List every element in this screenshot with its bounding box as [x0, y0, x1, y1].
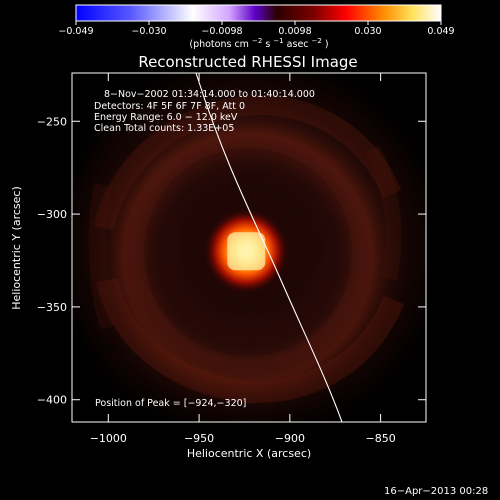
- image-left-arc: [94, 94, 402, 231]
- colorbar-tick-label-1: −0.049: [58, 26, 93, 37]
- colorbar-tick-labels: −0.049 −0.030 −0.0098 0.0098 0.030 0.049: [58, 26, 454, 37]
- plot-area: [71, 72, 427, 423]
- x-axis-tick-label-3: −900: [275, 432, 305, 445]
- image-right-blob: [364, 145, 402, 281]
- image-lower-arc: [96, 277, 405, 404]
- colorbar-ticks: [75, 21, 442, 25]
- chart-title: Reconstructed RHESSI Image: [138, 53, 357, 71]
- reconstructed-image: [72, 73, 426, 422]
- annotation-energy-range: Energy Range: 6.0 − 12.0 keV: [94, 112, 238, 123]
- colorbar-unit-part-4: −1: [273, 37, 283, 45]
- axes: −1000 −950 −900 −850 −250 −300 −350 −400: [37, 73, 426, 445]
- colorbar-unit-part-1: (photons cm: [189, 39, 249, 50]
- footer-date: 16−Apr−2013 00:28: [384, 486, 488, 497]
- plot-frame: [71, 72, 427, 423]
- y-axis-tick-label-4: −400: [37, 394, 67, 407]
- colorbar-unit-part-6: −2: [312, 37, 322, 45]
- colorbar-unit-part-5: asec: [287, 39, 309, 50]
- annotation-detectors: Detectors: 4F 5F 6F 7F 8F, Att 0: [94, 101, 245, 112]
- y-axis-tick-label-2: −300: [37, 208, 67, 221]
- y-axis-tick-label-1: −250: [37, 115, 67, 128]
- y-axis-label: Heliocentric Y (arcsec): [10, 186, 23, 310]
- colorbar-strip: [75, 4, 442, 22]
- colorbar-tick-label-5: 0.030: [354, 26, 381, 37]
- colorbar-tick-label-6: 0.049: [427, 26, 454, 37]
- colorbar-tick-label-3: −0.0098: [201, 26, 242, 37]
- colorbar-tick-label-4: 0.0098: [278, 26, 311, 37]
- annotation-peak-position: Position of Peak = [−924,−320]: [95, 398, 246, 409]
- annotation-clean-counts: Clean Total counts: 1.33E+05: [94, 123, 234, 134]
- y-axis-tick-label-3: −350: [37, 301, 67, 314]
- plot-annotations: 8−Nov−2002 01:34:14.000 to 01:40:14.000 …: [94, 89, 315, 409]
- limb-line: [195, 73, 343, 422]
- colorbar-unit-label: (photons cm −2 s −1 asec −2 ): [189, 37, 328, 50]
- annotation-time-range: 8−Nov−2002 01:34:14.000 to 01:40:14.000: [104, 89, 315, 100]
- heatmap-peak: [204, 209, 289, 294]
- colorbar-unit-part-3: s: [265, 39, 270, 50]
- x-axis-tick-label-1: −1000: [90, 432, 127, 445]
- x-axis-tick-label-4: −850: [366, 432, 396, 445]
- colorbar-unit-part-7: ): [325, 39, 329, 50]
- colorbar: −0.049 −0.030 −0.0098 0.0098 0.030 0.049…: [58, 4, 455, 50]
- x-axis-label: Heliocentric X (arcsec): [187, 447, 311, 460]
- peak-core: [227, 232, 266, 271]
- image-left-blob: [88, 182, 118, 330]
- x-axis-tick-label-2: −950: [184, 432, 214, 445]
- colorbar-unit-part-2: −2: [252, 37, 262, 45]
- colorbar-tick-label-2: −0.030: [131, 26, 166, 37]
